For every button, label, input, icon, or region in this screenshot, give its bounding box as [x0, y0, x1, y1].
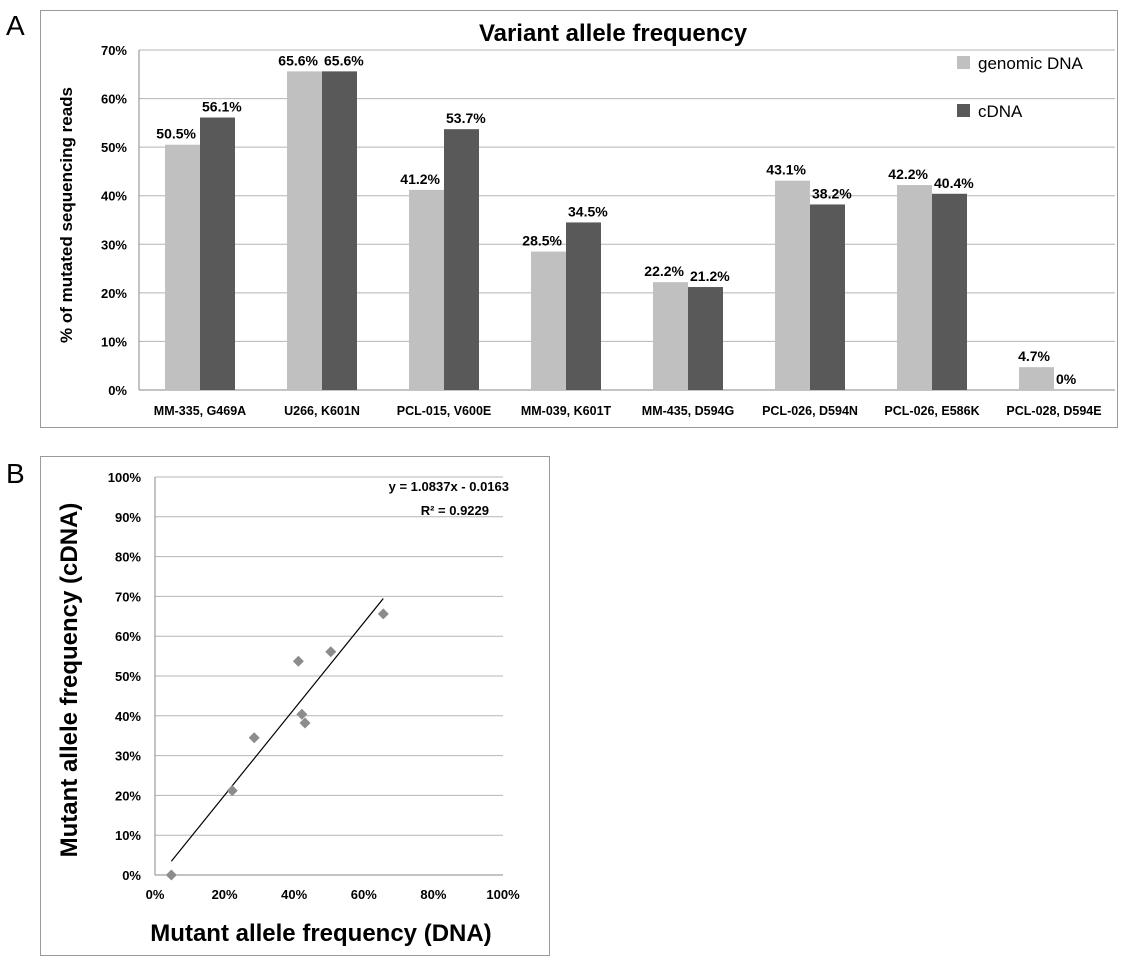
data-label: 56.1%	[202, 99, 242, 115]
y-tick-label: 100%	[108, 470, 142, 485]
data-label: 22.2%	[644, 263, 684, 279]
data-point	[226, 785, 238, 797]
data-label: 4.7%	[1018, 348, 1050, 364]
y-tick-label: 90%	[115, 510, 141, 525]
panel-label-a: A	[6, 10, 25, 41]
data-point	[292, 655, 304, 667]
data-label: 40.4%	[934, 175, 974, 191]
x-tick-label: 100%	[486, 887, 520, 902]
y-tick-label: 0%	[108, 383, 127, 398]
chart-title: Variant allele frequency	[479, 20, 748, 47]
data-point	[325, 646, 337, 658]
y-tick-label: 70%	[101, 43, 127, 58]
bar-genomic-dna	[409, 189, 444, 390]
x-tick-label: 40%	[281, 887, 307, 902]
x-tick-label: 60%	[351, 887, 377, 902]
data-label: 38.2%	[812, 185, 852, 201]
data-label: 41.2%	[400, 171, 440, 187]
r-squared-label: R² = 0.9229	[421, 503, 489, 518]
scatter-chart-panel: 0% 10% 20% 30% 40% 50% 60% 70% 80% 90% 100% 0% 20% 40…	[40, 456, 550, 956]
data-label: 42.2%	[888, 166, 928, 182]
bar-cdna	[200, 117, 235, 390]
category-label: PCL-028, D594E	[1006, 404, 1101, 418]
y-axis-title: % of mutated sequencing reads	[57, 87, 76, 343]
x-tick-label: 20%	[212, 887, 238, 902]
bar-cdna	[444, 129, 479, 390]
category-label: MM-335, G469A	[154, 404, 246, 418]
bar-cdna	[688, 287, 723, 390]
category-label: MM-435, D594G	[642, 404, 734, 418]
bar-cdna	[322, 71, 357, 390]
legend-label: genomic DNA	[978, 54, 1084, 73]
x-tick-label: 80%	[420, 887, 446, 902]
bar-genomic-dna	[897, 185, 932, 390]
y-tick-label: 40%	[101, 189, 127, 204]
trendline	[170, 598, 384, 862]
bar-cdna	[566, 222, 601, 390]
legend-label: cDNA	[978, 102, 1023, 121]
bar-genomic-dna	[287, 71, 322, 390]
bar-cdna	[932, 193, 967, 390]
data-point	[296, 708, 308, 720]
data-point	[377, 608, 389, 620]
scatter-chart: 0% 10% 20% 30% 40% 50% 60% 70% 80% 90% 100% 0% 20% 40…	[56, 470, 520, 947]
category-label: PCL-026, E586K	[884, 404, 979, 418]
data-label: 53.7%	[446, 110, 486, 126]
y-tick-label: 60%	[115, 629, 141, 644]
data-point	[248, 732, 260, 744]
x-tick-label: 0%	[146, 887, 165, 902]
x-axis-title: Mutant allele frequency (DNA)	[150, 920, 491, 947]
y-tick-label: 50%	[115, 669, 141, 684]
data-point	[299, 717, 311, 729]
y-tick-label: 0%	[122, 868, 141, 883]
data-label: 34.5%	[568, 203, 608, 219]
category-label: PCL-015, V600E	[397, 404, 492, 418]
category-label: PCL-026, D594N	[762, 404, 858, 418]
bar-chart: 0% 10% 20% 30% 40% 50% 60% 70% Variant allele fr…	[57, 20, 1115, 418]
legend-swatch-genomic-dna	[957, 56, 970, 69]
data-label: 21.2%	[690, 268, 730, 284]
bar-genomic-dna	[531, 251, 566, 390]
data-label: 65.6%	[324, 52, 364, 68]
data-label: 50.5%	[156, 126, 196, 142]
bar-genomic-dna	[1019, 367, 1054, 390]
data-label: 65.6%	[278, 52, 318, 68]
y-tick-label: 50%	[101, 140, 127, 155]
data-label: 28.5%	[522, 233, 562, 249]
y-tick-label: 30%	[101, 237, 127, 252]
panel-label-b: B	[6, 458, 25, 489]
bar-genomic-dna	[165, 144, 200, 390]
y-tick-label: 10%	[115, 828, 141, 843]
category-label: U266, K601N	[284, 404, 360, 418]
data-label: 0%	[1056, 371, 1077, 387]
bar-chart-panel: 0% 10% 20% 30% 40% 50% 60% 70% Variant allele fr…	[40, 10, 1118, 428]
y-axis-title: Mutant allele frequency (cDNA)	[56, 503, 83, 858]
data-label: 43.1%	[766, 162, 806, 178]
bar-cdna	[810, 204, 845, 390]
data-point	[165, 869, 177, 881]
y-tick-label: 60%	[101, 92, 127, 107]
y-tick-label: 20%	[115, 788, 141, 803]
bar-genomic-dna	[653, 282, 688, 390]
category-label: MM-039, K601T	[521, 404, 612, 418]
y-tick-label: 40%	[115, 709, 141, 724]
trendline-equation: y = 1.0837x - 0.0163	[389, 479, 509, 494]
y-tick-label: 20%	[101, 286, 127, 301]
y-tick-label: 70%	[115, 589, 141, 604]
legend-swatch-cdna	[957, 104, 970, 117]
y-tick-label: 80%	[115, 550, 141, 565]
bar-genomic-dna	[775, 180, 810, 390]
y-tick-label: 30%	[115, 749, 141, 764]
y-tick-label: 10%	[101, 334, 127, 349]
